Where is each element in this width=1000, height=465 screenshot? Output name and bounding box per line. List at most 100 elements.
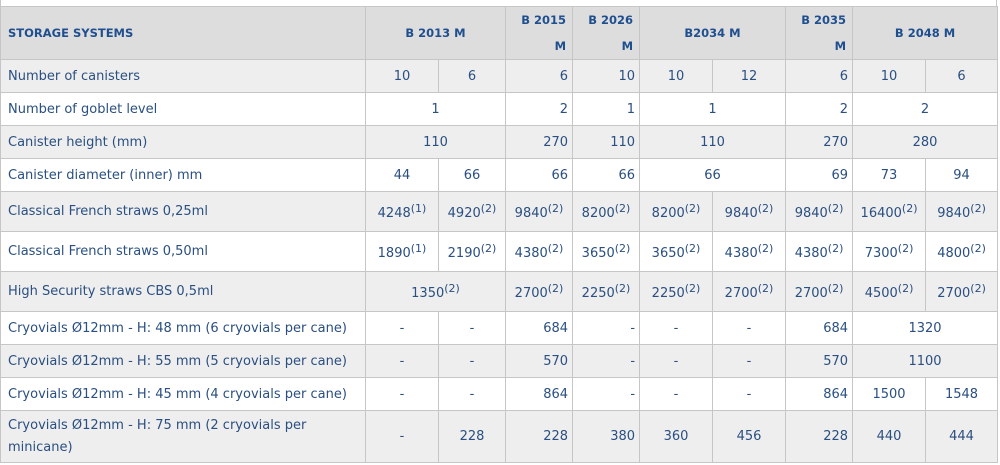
cell-value: 110 bbox=[423, 134, 448, 150]
table-cell: 12 bbox=[712, 59, 787, 93]
table-cell: 1 bbox=[572, 92, 641, 126]
cell-value: 864 bbox=[543, 386, 569, 402]
table-cell: 9840(2) bbox=[505, 191, 574, 232]
cell-value: 1500 bbox=[872, 386, 906, 402]
cell-value: 380 bbox=[610, 429, 636, 444]
cell-value: 73 bbox=[880, 167, 898, 183]
table-cell: 66 bbox=[639, 158, 787, 192]
cell-value: 570 bbox=[543, 353, 569, 369]
table-cell: - bbox=[639, 377, 714, 411]
cell-value: - bbox=[469, 386, 475, 402]
table-cell: 2250(2) bbox=[639, 271, 714, 312]
table-cell: - bbox=[572, 311, 641, 345]
header-model-b2013m: B 2013 M bbox=[364, 6, 507, 60]
table-cell: 9840(2) bbox=[712, 191, 787, 232]
cell-value: - bbox=[630, 320, 636, 336]
cell-value: 270 bbox=[823, 134, 849, 150]
footnote-marker: (2) bbox=[547, 201, 564, 215]
table-cell: 1350(2) bbox=[364, 271, 507, 312]
cell-value: 69 bbox=[831, 167, 849, 183]
table-cell: 444 bbox=[925, 410, 999, 463]
footnote-marker: (2) bbox=[444, 281, 460, 295]
table-cell: - bbox=[712, 377, 787, 411]
table-cell: 94 bbox=[925, 158, 999, 192]
footnote-marker: (2) bbox=[827, 201, 844, 215]
cell-value: 440 bbox=[876, 429, 902, 444]
footnote-marker: (2) bbox=[547, 241, 564, 255]
cell-value: 3650 bbox=[651, 245, 685, 261]
table-cell: 6 bbox=[925, 59, 999, 93]
table-cell: 864 bbox=[785, 377, 854, 411]
cell-value: - bbox=[746, 386, 752, 402]
table-cell: 2700(2) bbox=[712, 271, 787, 312]
table-cell: 4380(2) bbox=[505, 231, 574, 272]
table-cell: - bbox=[572, 344, 641, 378]
table-cell: 69 bbox=[785, 158, 854, 192]
table-cell: 10 bbox=[365, 59, 439, 93]
table-cell: 1548 bbox=[925, 377, 999, 411]
table-row: Classical French straws 0,25ml 4248(1) 492… bbox=[0, 191, 999, 232]
cell-value: 10 bbox=[880, 68, 898, 84]
cell-value: 6 bbox=[467, 68, 477, 84]
cell-value: 16400 bbox=[860, 205, 902, 221]
cell-value: - bbox=[399, 429, 405, 444]
cell-value: 10 bbox=[393, 68, 411, 84]
row-label: Classical French straws 0,50ml bbox=[0, 231, 366, 272]
footnote-marker: (2) bbox=[614, 241, 631, 255]
table-row: Cryovials Ø12mm - H: 48 mm (6 cryovials … bbox=[0, 311, 999, 345]
table-cell: - bbox=[572, 377, 641, 411]
table-cell: 1320 bbox=[852, 311, 999, 345]
cell-value: 228 bbox=[543, 429, 569, 444]
table-cell: 6 bbox=[437, 59, 507, 93]
cell-value: - bbox=[469, 353, 475, 369]
cell-value: - bbox=[673, 386, 679, 402]
cell-value: 4248 bbox=[377, 205, 411, 221]
table-cell: 456 bbox=[712, 410, 787, 463]
cell-value: 8200 bbox=[581, 205, 615, 221]
table-cell: 684 bbox=[785, 311, 854, 345]
header-model-b2048m: B 2048 M bbox=[852, 6, 999, 60]
table-cell: 110 bbox=[364, 125, 507, 159]
table-cell: 2700(2) bbox=[505, 271, 574, 312]
footnote-marker: (2) bbox=[547, 281, 564, 295]
footnote-marker: (2) bbox=[827, 241, 844, 255]
cell-value: 9840 bbox=[724, 205, 758, 221]
cell-value: 110 bbox=[700, 134, 725, 150]
cell-value: 1890 bbox=[377, 245, 411, 261]
storage-systems-table: STORAGE SYSTEMS B 2013 M B 2015 M B 2026… bbox=[0, 6, 999, 463]
cell-value: 2700 bbox=[937, 285, 971, 301]
cell-value: 2 bbox=[839, 101, 849, 117]
table-header-row: STORAGE SYSTEMS B 2013 M B 2015 M B 2026… bbox=[0, 6, 999, 60]
cell-value: 1320 bbox=[908, 320, 942, 336]
cell-value: 270 bbox=[543, 134, 569, 150]
table-row: Canister height (mm) 110 270 110 110 270 280 bbox=[0, 125, 999, 159]
cell-value: 1548 bbox=[944, 386, 979, 402]
table-cell: 110 bbox=[572, 125, 641, 159]
header-storage-systems: STORAGE SYSTEMS bbox=[0, 6, 366, 60]
cell-value: 1350 bbox=[411, 285, 445, 301]
table-cell: 1500 bbox=[852, 377, 927, 411]
cell-value: 1100 bbox=[908, 353, 942, 369]
table-cell: 1890(1) bbox=[365, 231, 439, 272]
table-cell: 9840(2) bbox=[925, 191, 999, 232]
table-cell: 3650(2) bbox=[572, 231, 641, 272]
table-cell: 228 bbox=[785, 410, 854, 463]
cell-value: 9840 bbox=[794, 205, 828, 221]
cell-value: 4920 bbox=[447, 205, 481, 221]
footnote-marker: (2) bbox=[897, 241, 914, 255]
table-cell: 1 bbox=[639, 92, 787, 126]
cell-value: 2250 bbox=[581, 285, 615, 301]
table-cell: 4800(2) bbox=[925, 231, 999, 272]
cell-value: 2190 bbox=[447, 245, 481, 261]
cell-value: - bbox=[399, 353, 405, 369]
table-cell: - bbox=[365, 410, 439, 463]
cell-value: - bbox=[673, 353, 679, 369]
table-cell: 3650(2) bbox=[639, 231, 714, 272]
cell-value: 12 bbox=[740, 68, 758, 84]
table-cell: 6 bbox=[505, 59, 574, 93]
row-label: Cryovials Ø12mm - H: 75 mm (2 cryovials … bbox=[0, 410, 366, 463]
header-model-b2035m: B 2035 M bbox=[785, 6, 854, 60]
table-cell: 2 bbox=[505, 92, 574, 126]
table-cell: 280 bbox=[852, 125, 999, 159]
table-cell: 4500(2) bbox=[852, 271, 927, 312]
